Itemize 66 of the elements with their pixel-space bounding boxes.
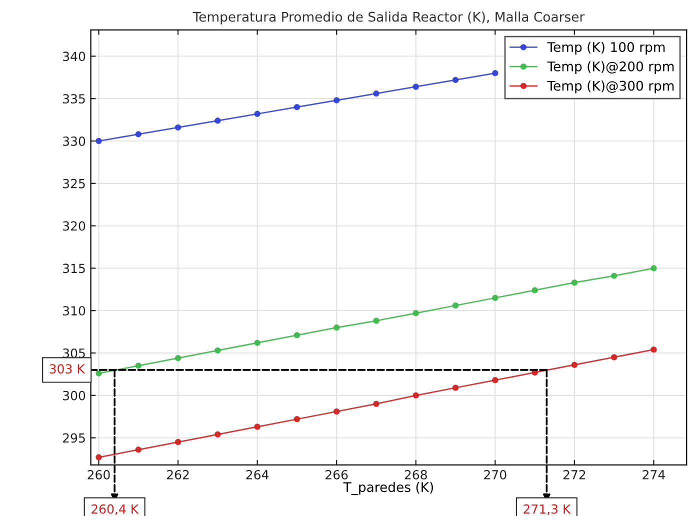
point [650,265,657,272]
point [135,446,142,453]
legend-label: Temp (K)@200 rpm [547,61,674,74]
x-tick-label: 272 [563,470,586,480]
point [214,347,221,354]
point [214,431,221,438]
x-tick-label: 266 [326,470,348,480]
point [333,97,340,104]
point [174,354,182,362]
point [452,76,459,84]
point [294,104,300,110]
y-tick-label: 335 [63,94,85,104]
y-tick-label: 300 [63,390,86,400]
x-tick-label: 268 [404,470,427,480]
point [571,362,578,368]
point [452,302,459,309]
chart-title: Temperatura Promedio de Salida Reactor (K), Malla Coarser [192,12,585,24]
x-tick-label: 274 [642,470,665,480]
x-tick-label: 260 [88,470,110,480]
point [610,354,618,360]
y-tick-label: 330 [63,136,86,146]
point [373,318,380,324]
point [532,287,538,294]
y-tick-label: 320 [63,221,86,231]
y-tick-label: 315 [63,264,85,274]
point [294,416,300,422]
point [214,118,221,124]
x-tick-label: 264 [246,470,269,480]
point [333,408,340,415]
y-tick-label: 310 [63,306,86,316]
point [650,346,657,353]
y-tick-label: 340 [63,52,86,62]
point [333,324,340,331]
point [452,384,459,391]
legend-label: Temp (K)@300 rpm [547,80,674,94]
x-tick-label: 262 [167,470,189,480]
y-tick-label: 325 [63,178,85,188]
point [174,438,182,446]
point [412,84,419,90]
point [571,279,578,286]
annotation: 271,3 K [524,504,571,516]
legend-label: Temp (K) 100 rpm [547,42,665,55]
point [135,131,142,138]
point [174,124,182,131]
x-axis-title: T_paredes (K) [343,482,434,496]
point [96,138,102,144]
point [492,70,498,76]
point [492,294,498,301]
point [373,400,380,407]
y-tick-label: 305 [63,348,85,358]
point [96,454,102,460]
point [412,310,419,316]
point [412,392,419,399]
text: 303 K [50,364,86,374]
point [610,272,618,279]
point [254,110,260,117]
point [492,377,498,384]
point [254,340,260,346]
point [254,424,260,430]
x-tick-label: 270 [484,470,506,480]
point [135,362,142,369]
point [96,370,102,376]
point [294,332,300,338]
annotation: 260,4 K [92,504,139,516]
y-tick-label: 295 [63,433,85,443]
point [373,90,380,97]
